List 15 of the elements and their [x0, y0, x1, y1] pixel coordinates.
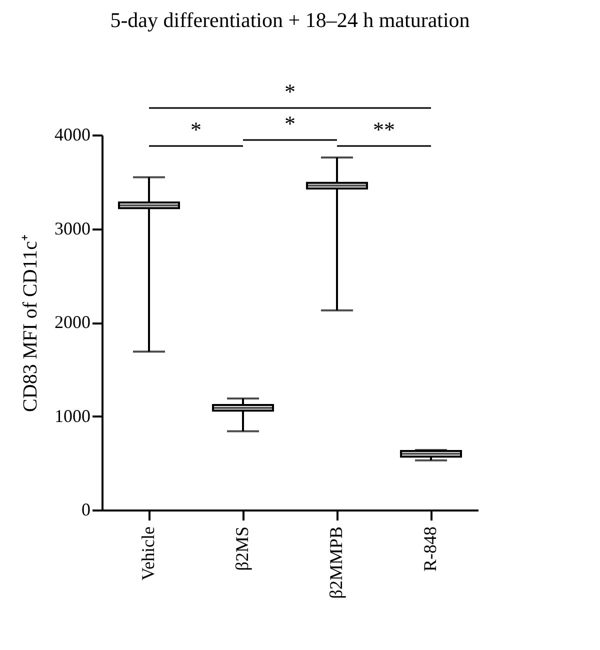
- chart-title: 5-day differentiation + 18–24 h maturation: [110, 8, 470, 32]
- x-tick-label: β2MS: [232, 526, 252, 571]
- y-axis-title: CD83 MFI of CD11c⁺: [20, 234, 42, 412]
- x-tick-label: β2MMPB: [326, 526, 346, 599]
- y-tick-label: 3000: [54, 218, 90, 238]
- y-tick-label: 0: [82, 500, 90, 520]
- y-tick-label: 1000: [54, 406, 90, 426]
- y-tick-label: 4000: [54, 124, 90, 144]
- x-tick-label: R-848: [420, 526, 440, 572]
- text: *: [284, 79, 296, 104]
- annotation: **: [373, 117, 395, 142]
- annotation: *: [284, 111, 296, 136]
- y-tick-label: 2000: [54, 312, 90, 332]
- annotation: *: [190, 117, 202, 142]
- x-tick-label: Vehicle: [138, 526, 158, 580]
